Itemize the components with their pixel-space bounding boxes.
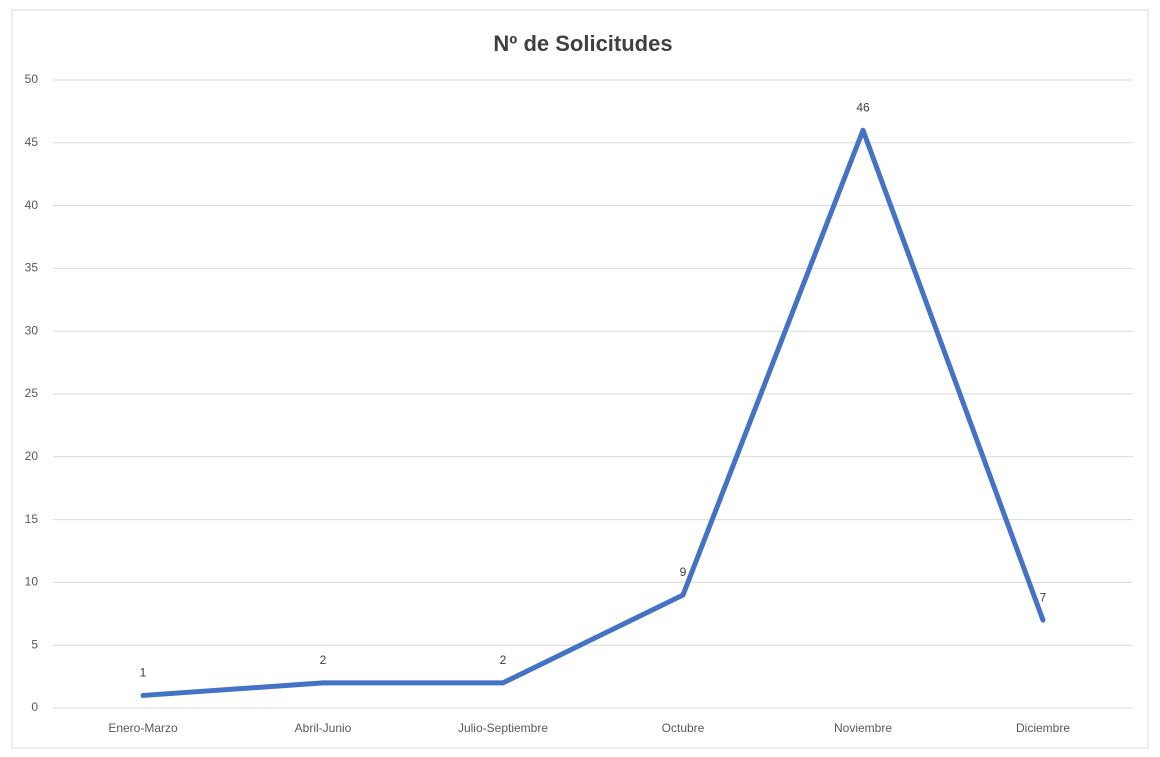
y-tick-label: 5 [31, 637, 38, 651]
data-label: 2 [320, 653, 327, 667]
data-label: 2 [500, 653, 507, 667]
data-label: 46 [856, 100, 870, 114]
y-tick-label: 10 [25, 575, 39, 589]
y-tick-label: 50 [25, 72, 39, 86]
data-line [140, 127, 1046, 698]
x-tick-label: Noviembre [834, 721, 892, 735]
data-label: 9 [680, 565, 687, 579]
data-label: 1 [140, 666, 147, 680]
x-tick-label: Octubre [662, 721, 705, 735]
y-tick-label: 30 [25, 323, 39, 337]
y-tick-label: 0 [31, 700, 38, 714]
x-tick-label: Enero-Marzo [108, 721, 178, 735]
chart-title: Nº de Solicitudes [493, 31, 672, 56]
y-tick-label: 40 [25, 198, 39, 212]
y-tick-label: 35 [25, 261, 39, 275]
y-tick-label: 15 [25, 512, 39, 526]
y-tick-label: 20 [25, 449, 39, 463]
x-tick-label: Abril-Junio [295, 721, 352, 735]
x-tick-label: Julio-Septiembre [458, 721, 548, 735]
data-label: 7 [1040, 590, 1047, 604]
y-tick-label: 25 [25, 386, 39, 400]
x-tick-label: Diciembre [1016, 721, 1070, 735]
y-tick-label: 45 [25, 135, 39, 149]
chart-frame [11, 9, 1149, 749]
